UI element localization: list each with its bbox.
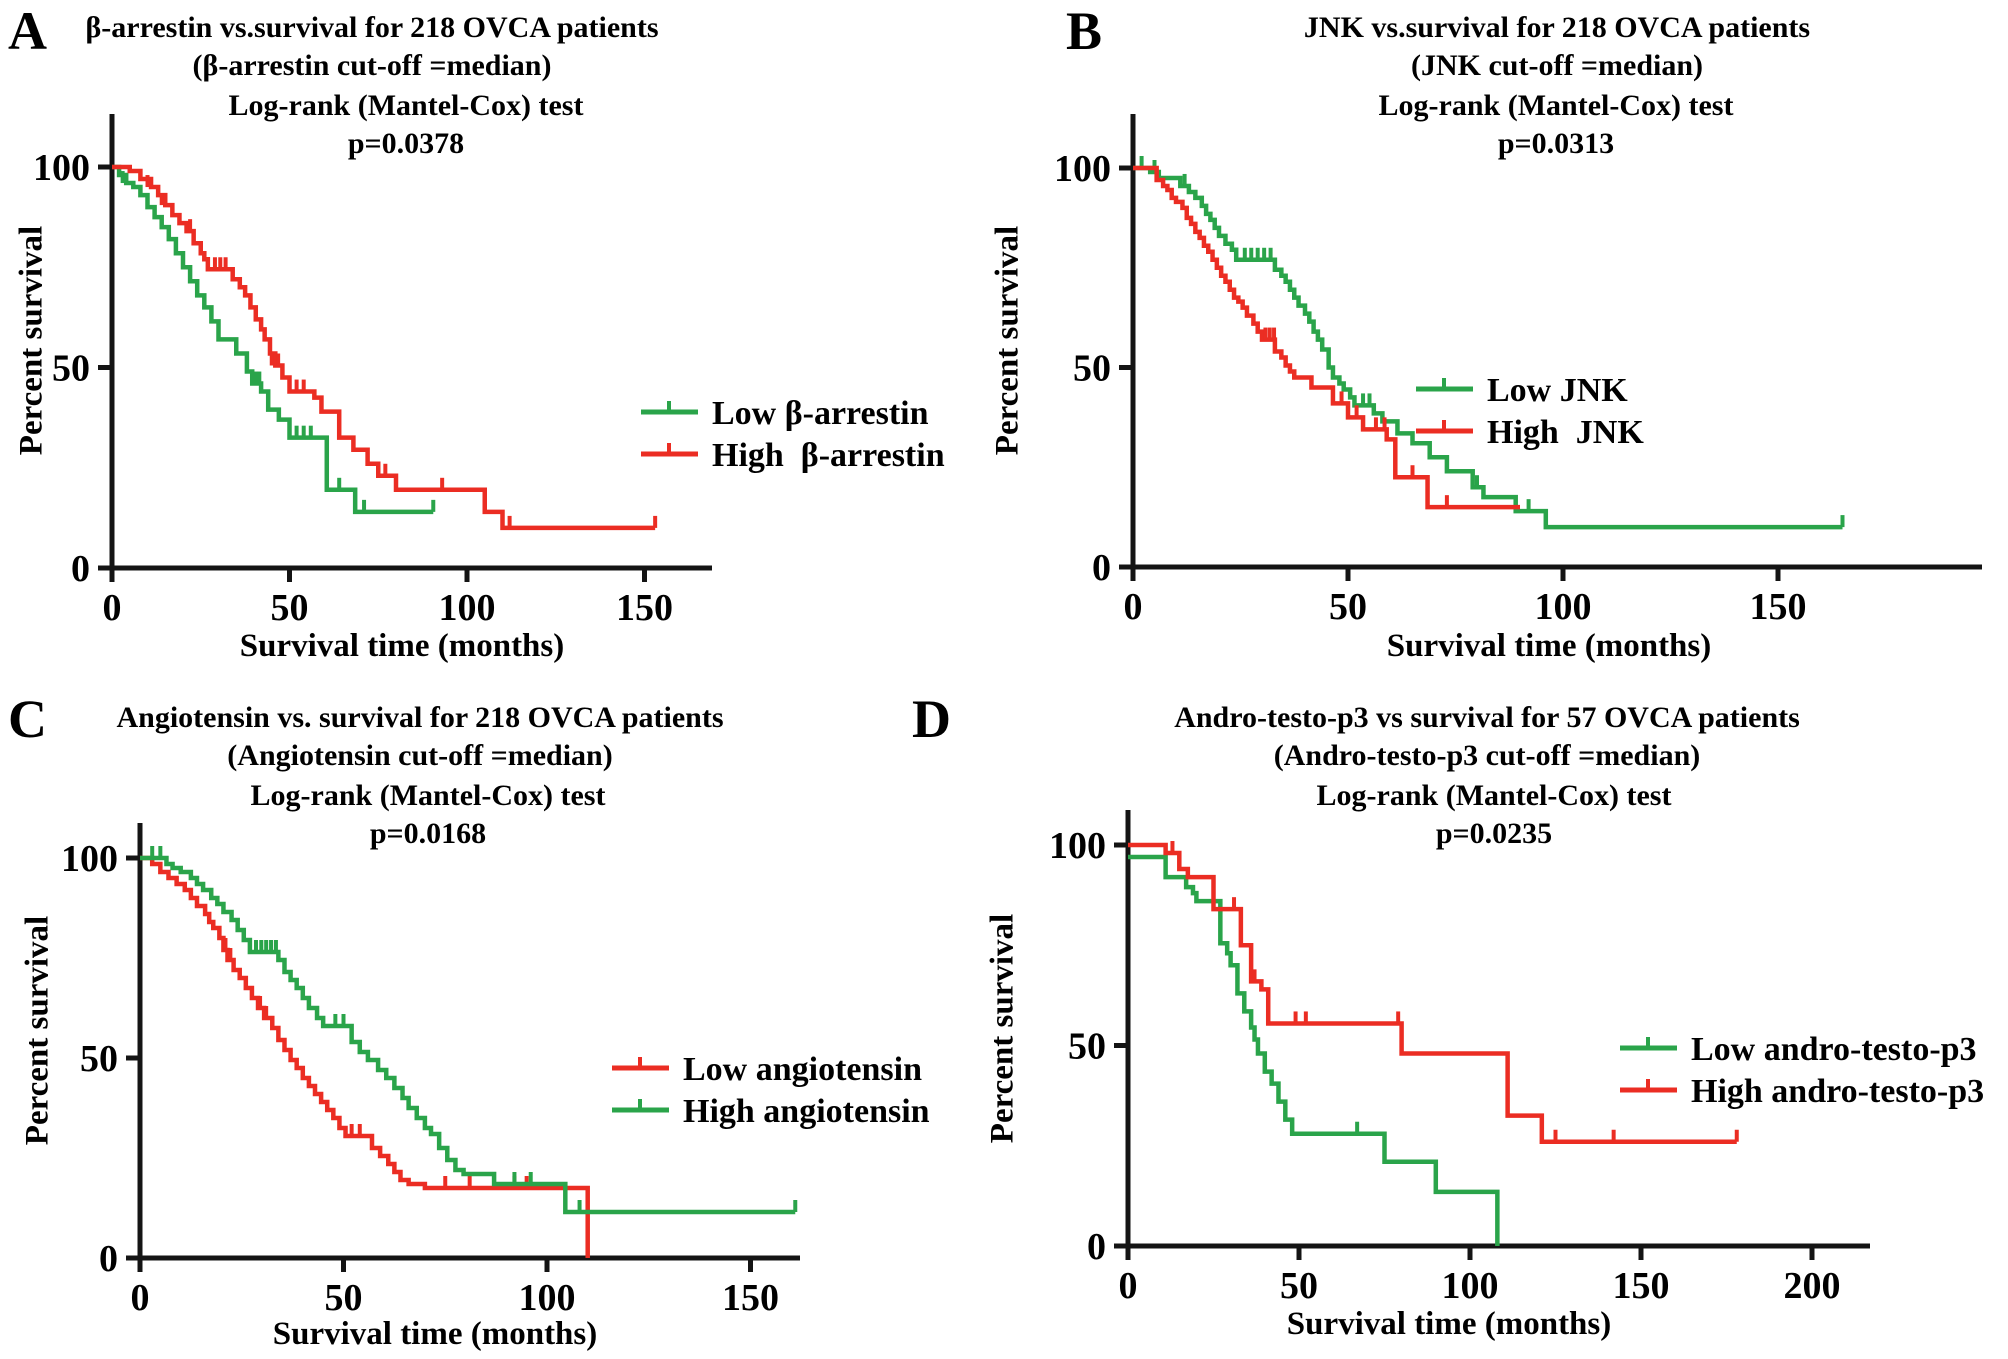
y-tick-label: 0: [1087, 1226, 1106, 1268]
km-plot-c: 0 50 100 0 50 100 150 Low angiotensin High angio…: [61, 823, 930, 1319]
legend-entry: Low β-arrestin: [641, 395, 929, 432]
legend-label: High andro-testo-p3: [1691, 1073, 1984, 1110]
series-second: [140, 846, 798, 1215]
panel-b-test-label: Log-rank (Mantel-Cox) test: [1378, 89, 1734, 122]
series-second: [1128, 841, 1739, 1144]
legend-label: Low β-arrestin: [712, 395, 929, 432]
panel-b-subtitle: (JNK cut-off =median): [1410, 49, 1704, 82]
km-curve: [140, 855, 796, 1215]
panel-d-p-value: p=0.0235: [1435, 817, 1553, 850]
x-tick-label: 0: [1119, 1265, 1138, 1307]
legend-entry: High β-arrestin: [641, 437, 945, 474]
x-tick-label: 100: [519, 1277, 576, 1319]
series-second: [1133, 165, 1520, 510]
panel-a-test-label: Log-rank (Mantel-Cox) test: [228, 89, 584, 122]
panel-c-test-label: Log-rank (Mantel-Cox) test: [250, 779, 606, 812]
panel-c-title: Angiotensin vs. survival for 218 OVCA pa…: [116, 701, 724, 734]
axes: [1119, 114, 1982, 581]
x-tick-label: 100: [439, 587, 496, 629]
axis-lines: [1125, 810, 1870, 1249]
km-plot-b: 0 50 100 0 50 100 150 Low JNK High JNK: [1054, 114, 1982, 628]
panel-a-letter: A: [8, 1, 47, 61]
panel-d-title: Andro-testo-p3 vs survival for 57 OVCA p…: [1174, 701, 1800, 734]
panel-b-xlabel: Survival time (months): [1386, 628, 1712, 664]
km-curve: [112, 164, 656, 531]
panel-d-subtitle: (Andro-testo-p3 cut-off =median): [1273, 739, 1701, 772]
axes: [1114, 810, 1870, 1260]
panel-a-xlabel: Survival time (months): [239, 628, 565, 664]
x-tick-label: 50: [1280, 1265, 1318, 1307]
x-tick-label: 50: [1329, 586, 1367, 628]
legend-entry: High angiotensin: [612, 1093, 930, 1130]
legend-entry: Low andro-testo-p3: [1620, 1031, 1977, 1068]
x-tick-label: 150: [722, 1277, 779, 1319]
x-tick-label: 0: [131, 1277, 150, 1319]
km-curve: [1128, 854, 1500, 1246]
panel-b-title: JNK vs.survival for 218 OVCA patients: [1303, 11, 1811, 44]
x-tick-label: 100: [1442, 1265, 1499, 1307]
x-tick-label: 150: [1613, 1265, 1670, 1307]
panel-b-p-value: p=0.0313: [1497, 127, 1615, 160]
y-tick-label: 100: [1049, 825, 1106, 867]
panel-a-p-value: p=0.0378: [347, 127, 465, 160]
legend-label: Low angiotensin: [683, 1051, 922, 1088]
series-first: [140, 855, 590, 1258]
legend-label: Low andro-testo-p3: [1691, 1031, 1977, 1068]
x-tick-label: 100: [1535, 586, 1592, 628]
y-tick-label: 100: [1054, 148, 1111, 190]
y-tick-label: 0: [99, 1238, 118, 1280]
panel-c-xlabel: Survival time (months): [272, 1316, 598, 1352]
axis-lines: [137, 823, 800, 1261]
x-tick-label: 0: [1124, 586, 1143, 628]
legend-entry: High JNK: [1416, 414, 1644, 451]
y-tick-label: 0: [1092, 547, 1111, 589]
y-tick-label: 50: [1068, 1026, 1106, 1068]
x-tick-label: 150: [616, 587, 673, 629]
x-tick-label: 150: [1750, 586, 1807, 628]
y-tick-label: 100: [61, 838, 118, 880]
series-first: [1128, 854, 1500, 1246]
panel-d-test-label: Log-rank (Mantel-Cox) test: [1316, 779, 1672, 812]
legend-entry: Low JNK: [1416, 372, 1628, 409]
km-curve: [112, 164, 434, 515]
y-tick-label: 0: [71, 548, 90, 590]
km-plot-d: 0 50 100 0 50 100 150 200 Low andro-testo-p3 High…: [1049, 810, 1984, 1307]
y-tick-label: 100: [33, 147, 90, 189]
axes: [98, 114, 712, 582]
series-first: [112, 164, 436, 515]
legend-label: Low JNK: [1487, 372, 1628, 409]
panel-c-p-value: p=0.0168: [369, 817, 487, 850]
km-plot-a: 0 50 100 0 50 100 150 Low β-arrestin High β-arre…: [33, 114, 945, 629]
x-tick-label: 200: [1784, 1265, 1841, 1307]
panel-d-xlabel: Survival time (months): [1286, 1306, 1612, 1342]
y-tick-label: 50: [1073, 348, 1111, 390]
series-first: [1133, 156, 1845, 530]
axis-lines: [109, 114, 712, 571]
panel-d-letter: D: [912, 689, 951, 749]
legend-label: High β-arrestin: [712, 437, 945, 474]
panel-b-letter: B: [1066, 1, 1103, 61]
panel-a-subtitle: (β-arrestin cut-off =median): [192, 49, 552, 82]
series-second: [112, 164, 658, 531]
legend-entry: Low angiotensin: [612, 1051, 922, 1088]
legend-entry: High andro-testo-p3: [1620, 1073, 1984, 1110]
panel-c-subtitle: (Angiotensin cut-off =median): [227, 739, 613, 772]
km-curve: [1133, 165, 1520, 510]
legend-label: High JNK: [1487, 414, 1644, 451]
legend-label: High angiotensin: [683, 1093, 930, 1130]
km-curve: [1133, 165, 1843, 530]
km-curve: [1128, 842, 1737, 1144]
x-tick-label: 0: [103, 587, 122, 629]
y-tick-label: 50: [52, 348, 90, 390]
y-tick-label: 50: [80, 1038, 118, 1080]
panel-c-letter: C: [8, 689, 47, 749]
x-tick-label: 50: [271, 587, 309, 629]
x-tick-label: 50: [325, 1277, 363, 1319]
km-curve: [140, 855, 590, 1258]
panel-a-title: β-arrestin vs.survival for 218 OVCA pati…: [85, 11, 659, 44]
axes: [126, 823, 800, 1272]
